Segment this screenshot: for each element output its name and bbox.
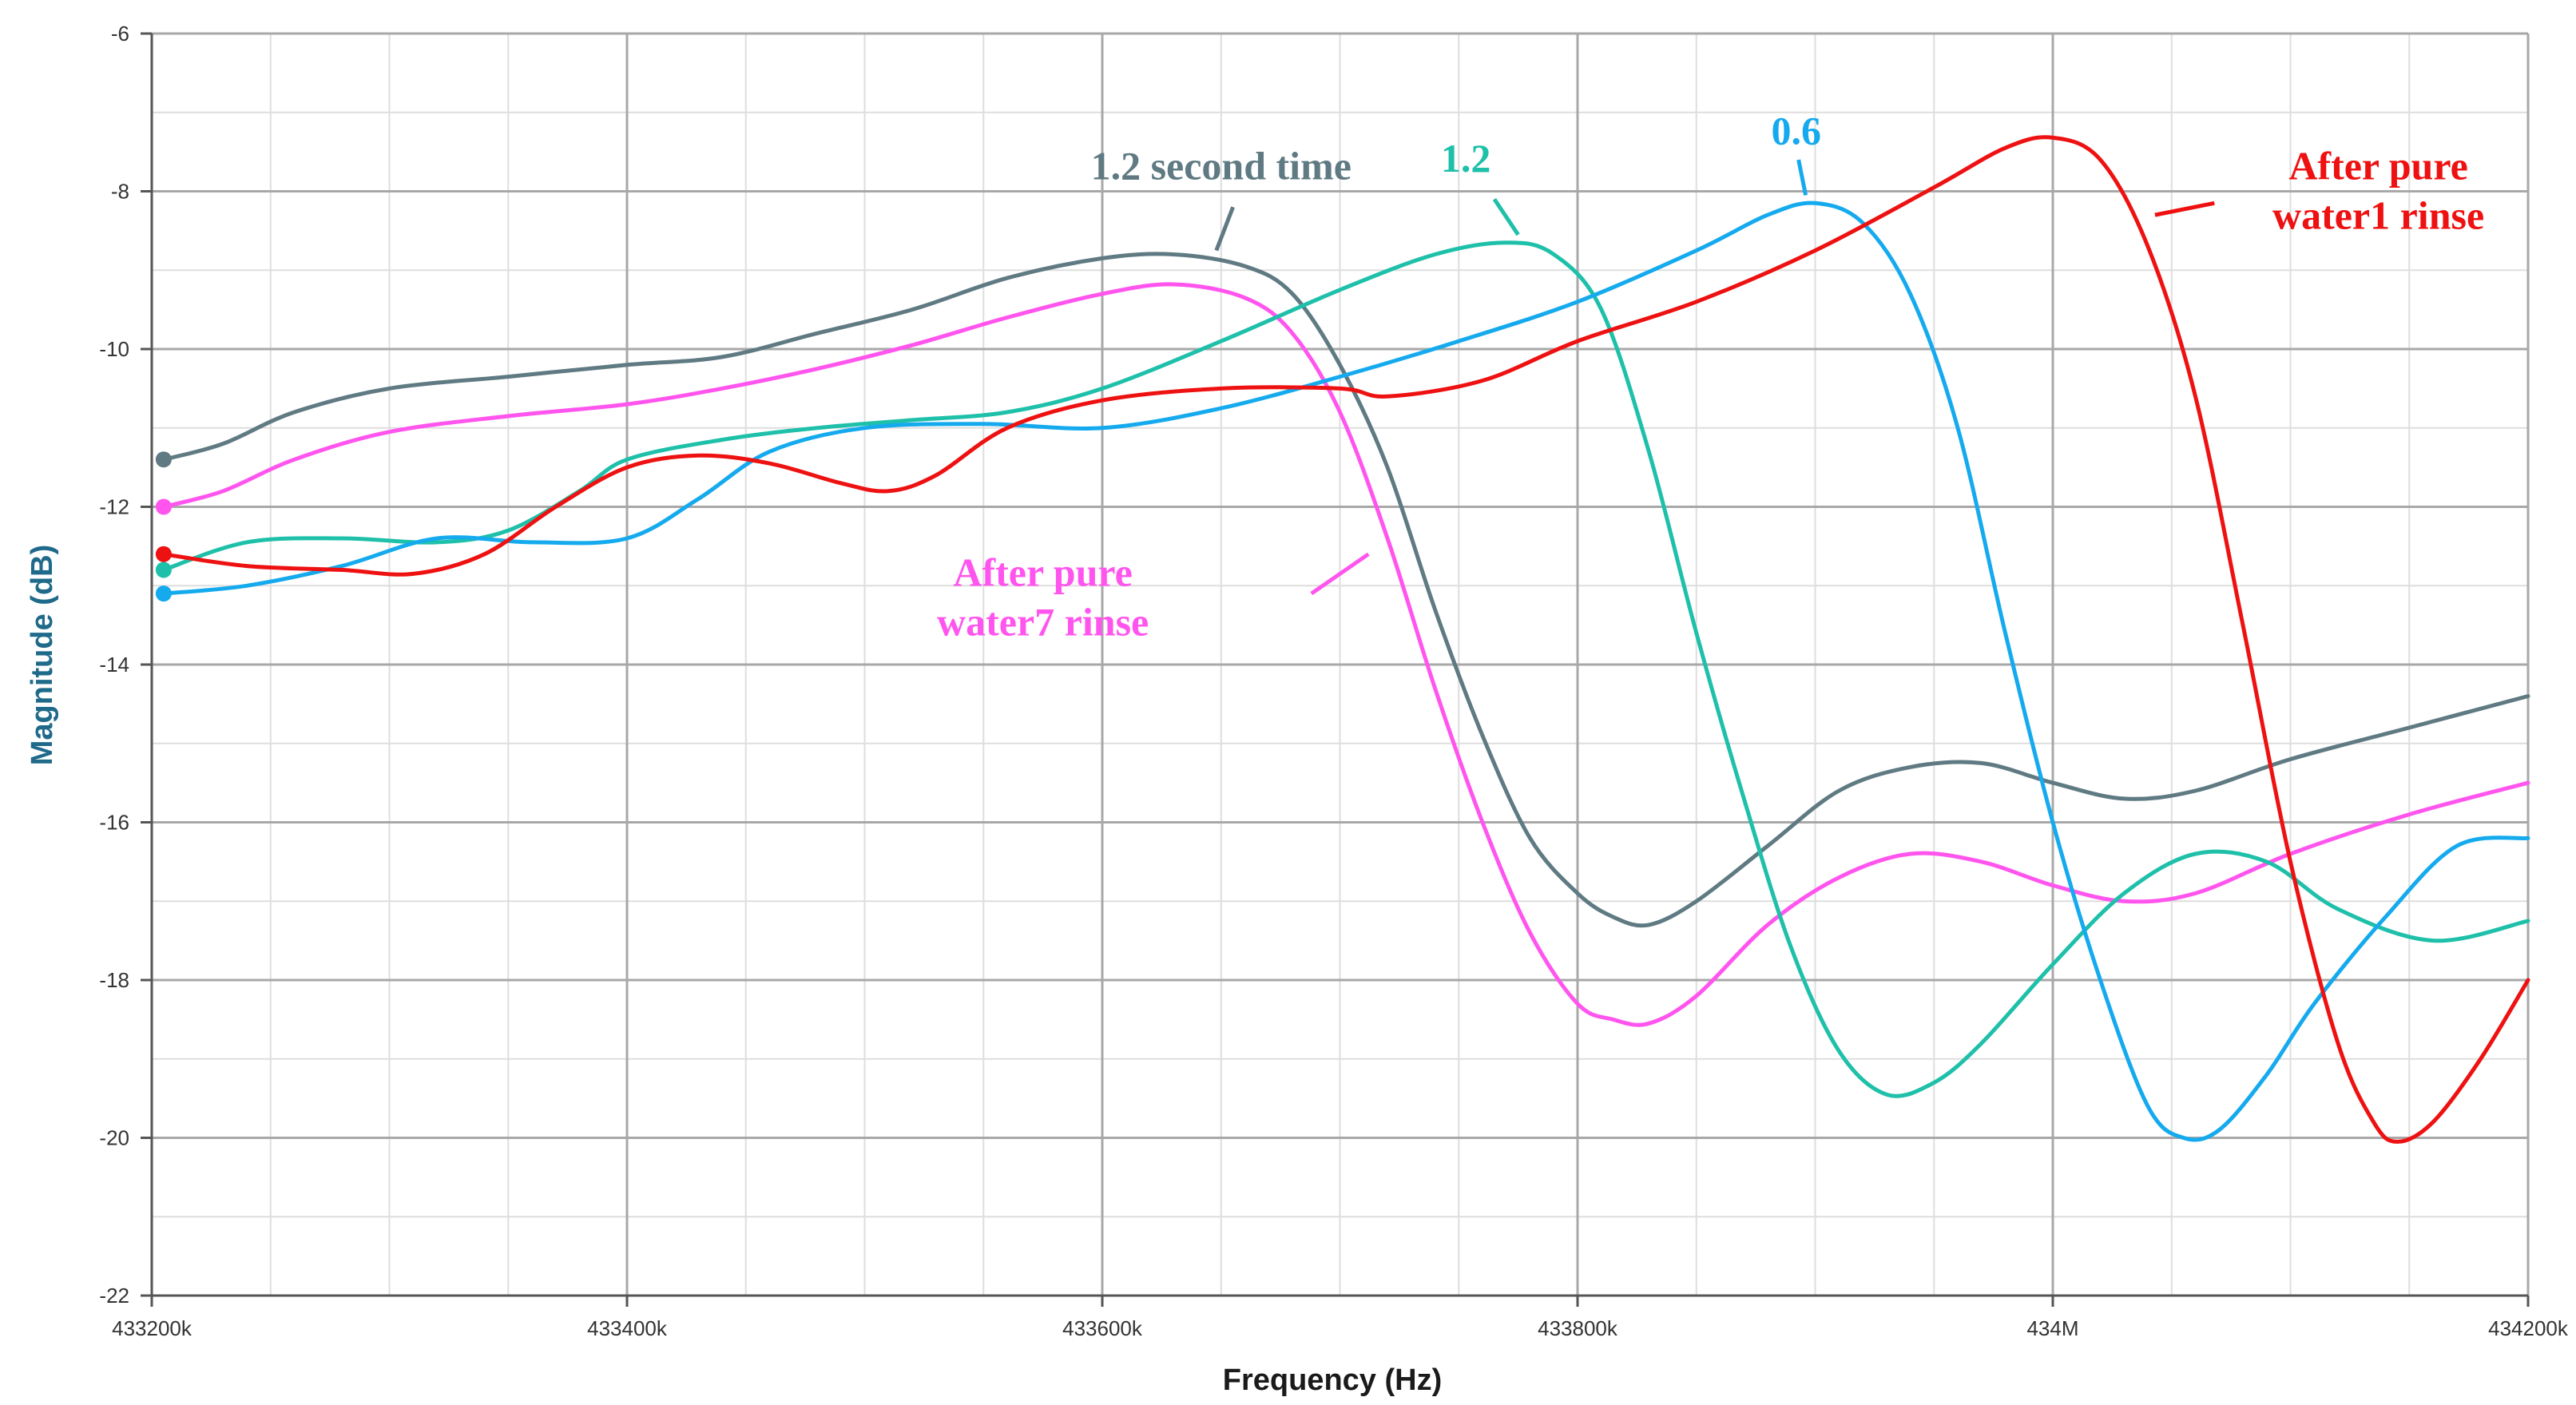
annotation-label-magenta: water7 rinse bbox=[937, 599, 1149, 644]
start-marker-red bbox=[155, 546, 172, 562]
y-tick-label: -16 bbox=[99, 811, 129, 835]
x-tick-label: 433600k bbox=[1062, 1316, 1143, 1340]
annotation-leader-gray bbox=[1214, 206, 1235, 252]
annotation-label-blue: 0.6 bbox=[1771, 108, 1821, 153]
series-layer bbox=[161, 135, 2530, 1144]
annotation-leader-red bbox=[2154, 200, 2215, 217]
start-marker-gray bbox=[155, 451, 172, 468]
start-marker-magenta bbox=[155, 498, 172, 515]
x-tick-label: 434M bbox=[2026, 1316, 2078, 1340]
y-tick-label: -14 bbox=[99, 653, 129, 677]
y-tick-label: -8 bbox=[111, 180, 129, 204]
y-tick-label: -10 bbox=[99, 337, 129, 361]
x-tick-label: 434200k bbox=[2488, 1316, 2569, 1340]
y-tick-labels: -6 -8 -10 -12 -14 -16 -18 -20 -22 bbox=[99, 22, 152, 1308]
y-tick-label: -22 bbox=[99, 1284, 129, 1308]
x-tick-label: 433200k bbox=[112, 1316, 193, 1340]
series-line-teal bbox=[161, 240, 2530, 1098]
annotation-label-teal: 1.2 bbox=[1441, 136, 1491, 181]
annotation-leader-blue bbox=[1796, 159, 1808, 196]
annotation-label-gray: 1.2 second time bbox=[1091, 144, 1352, 189]
y-tick-label: -6 bbox=[111, 22, 129, 46]
x-tick-label: 433400k bbox=[587, 1316, 668, 1340]
x-tick-label: 433800k bbox=[1538, 1316, 1618, 1340]
y-axis-title: Magnitude (dB) bbox=[26, 545, 59, 766]
x-axis-title: Frequency (Hz) bbox=[1223, 1363, 1442, 1397]
series-line-red bbox=[161, 135, 2530, 1144]
y-tick-label: -20 bbox=[99, 1126, 129, 1150]
series-line-blue bbox=[161, 200, 2530, 1142]
start-marker-teal bbox=[155, 562, 172, 578]
annotation-label-red: water1 rinse bbox=[2272, 193, 2484, 238]
annotation-label-red: After pure bbox=[2288, 144, 2468, 189]
series-line-magenta bbox=[161, 282, 2530, 1027]
x-tick-labels: 433200k 433400k 433600k 433800k 434M 434200k bbox=[112, 1296, 2569, 1340]
series-line-gray bbox=[161, 252, 2530, 928]
y-tick-label: -12 bbox=[99, 495, 129, 519]
start-marker-blue bbox=[155, 585, 172, 602]
annotation-leader-teal bbox=[1492, 197, 1520, 236]
start-markers bbox=[155, 451, 172, 602]
annotation-leader-magenta bbox=[1310, 552, 1370, 596]
annotation-label-magenta: After pure bbox=[953, 550, 1133, 594]
y-tick-label: -18 bbox=[99, 968, 129, 992]
